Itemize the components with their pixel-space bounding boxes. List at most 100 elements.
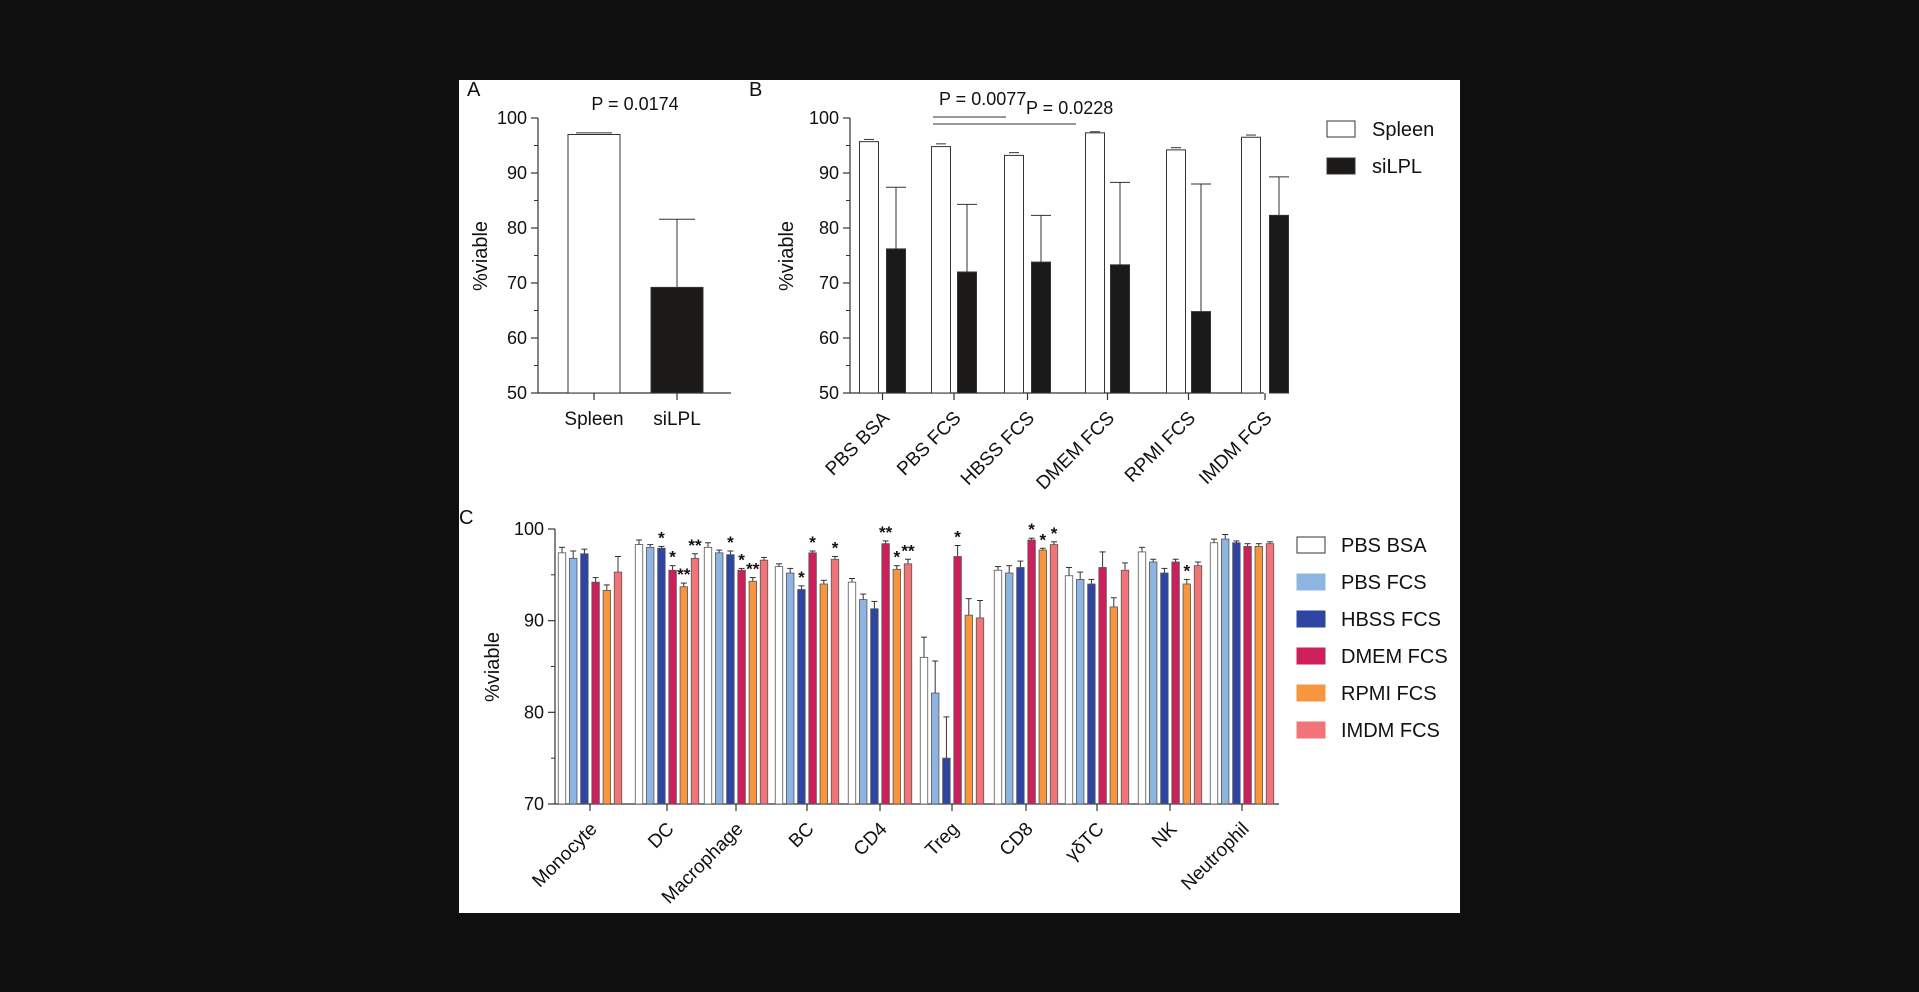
panel-c-significance-star: * [738,550,745,569]
panel-c-y-tick-label: 90 [524,611,544,631]
panel-c-bar [613,571,623,805]
panel-b-y-tick-label: 70 [819,273,839,293]
panel-c-bar [737,569,746,805]
panel-c-significance-star: ** [879,523,893,542]
panel-c-significance-star: * [658,528,665,547]
figure-canvas: A B C 50 60 70 80 90 100 Spleen siLPL P = 0.0174 %vi… [459,79,1460,913]
panel-c-bar [808,552,817,805]
panel-c-bar [847,581,857,805]
panel-b-y-tick-label: 80 [819,218,839,238]
panel-c-legend-label: DMEM FCS [1341,646,1448,668]
panel-c-bar [830,558,840,805]
panel-b-bar-spleen [931,146,951,394]
panel-c-significance-star: * [832,539,839,558]
panel-c-bar [1076,579,1085,805]
panel-c-x-tick-label: CD8 [996,819,1038,861]
panel-b-bar-silpl [1269,214,1289,394]
panel-c-significance-star: ** [688,536,702,555]
panel-letter-b: B [749,80,762,101]
panel-letter-c: C [459,507,473,529]
panel-c-significance-star: * [809,533,816,552]
panel-c-significance-star: * [798,568,805,587]
panel-c-legend-label: IMDM FCS [1341,720,1440,742]
panel-c-x-tick-label: NK [1148,818,1182,852]
panel-c-bar [557,552,567,805]
panel-c-bar [1016,567,1025,805]
panel-c-bar [797,589,806,805]
panel-a-y-tick-label: 100 [497,108,527,128]
panel-c-bar [903,563,913,805]
panel-a-y-tick-label: 90 [507,163,527,183]
panel-c-legend-swatch [1296,610,1326,628]
panel-c-significance-star: ** [746,560,760,579]
panel-c-y-tick-label: 80 [524,702,544,722]
panel-a-y-tick-label: 50 [507,383,527,403]
panel-c-bar [1120,569,1130,805]
panel-c-bar [634,544,644,805]
panel-b-x-tick-label: PBS FCS [893,408,965,480]
panel-a-p-value: P = 0.0174 [591,94,678,114]
panel-c-bar [1049,544,1059,805]
panel-c-bar [1137,551,1147,805]
panel-c-bar [1243,546,1252,805]
panel-c-bar [1098,567,1107,805]
panel-a-bar-silpl [650,286,704,394]
panel-c-bar [975,617,985,805]
panel-c-x-tick-label: Neutrophil [1177,819,1253,895]
panel-c-bar [569,557,578,805]
panel-c-bar [870,608,879,805]
panel-c-y-axis-label: %viable [482,632,504,702]
panel-c-legend-swatch [1296,647,1326,665]
panel-c-significance-star: ** [677,565,691,584]
panel-c-bar [1005,572,1014,805]
panel-b-bar-silpl [1031,261,1051,394]
panel-c-bar [1038,549,1047,805]
panel-c-bar [1064,575,1074,805]
panel-b-bar-spleen [1004,154,1024,394]
panel-b-legend-swatch-spleen [1326,120,1356,138]
panel-b-bar-silpl [957,271,977,394]
panel-c-significance-star: * [727,533,734,552]
panel-b-y-tick-label: 100 [809,108,839,128]
panel-c-legend-label: HBSS FCS [1341,609,1441,631]
panel-b-legend-label: siLPL [1372,156,1422,178]
panel-c-bar [1087,583,1096,805]
panel-c-bar [591,581,600,805]
panel-b-x-tick-label: DMEM FCS [1033,408,1119,494]
panel-c-legend-label: RPMI FCS [1341,683,1437,705]
panel-c-bar [1171,561,1180,805]
panel-c-legend-swatch [1296,684,1326,702]
panel-b-x-tick-label: HBSS FCS [957,408,1039,490]
panel-c-bar [668,569,677,805]
panel-c-bar [1193,565,1203,805]
panel-c-bar [1254,546,1263,805]
panel-c-bar [1027,539,1036,805]
panel-c-bar [953,556,962,805]
panel-c-x-tick-label: CD4 [850,818,892,860]
panel-c-bar [1209,542,1219,805]
panel-c-bar [646,546,655,805]
panel-c-x-tick-label: Treg [922,819,964,861]
panel-c-bar [602,590,611,805]
panel-a-y-tick-label: 70 [507,273,527,293]
panel-c-x-tick-label: γδTC [1062,819,1109,866]
panel-b-p-value-2: P = 0.0228 [1026,98,1113,118]
panel-c-bar [1265,543,1275,805]
panel-c-bar [726,554,735,805]
panel-c-bar [690,557,700,805]
panel-b-legend-label: Spleen [1372,119,1434,141]
panel-b-x-tick-label: IMDM FCS [1195,408,1276,489]
panel-b-bar-spleen [1085,132,1105,394]
panel-b-legend-swatch-silpl [1326,157,1356,175]
panel-c-legend-swatch [1296,536,1326,554]
panel-c-bar [819,583,828,805]
panel-c-significance-star: * [1183,561,1190,580]
panel-c-y-tick-label: 100 [514,519,544,539]
panel-c-significance-star: * [669,548,676,567]
panel-c-bar [715,552,724,805]
panel-c-y-tick-label: 70 [524,794,544,814]
panel-c-significance-star: * [893,548,900,567]
panel-b-bar-silpl [886,248,906,394]
panel-c-bar [1221,538,1230,805]
